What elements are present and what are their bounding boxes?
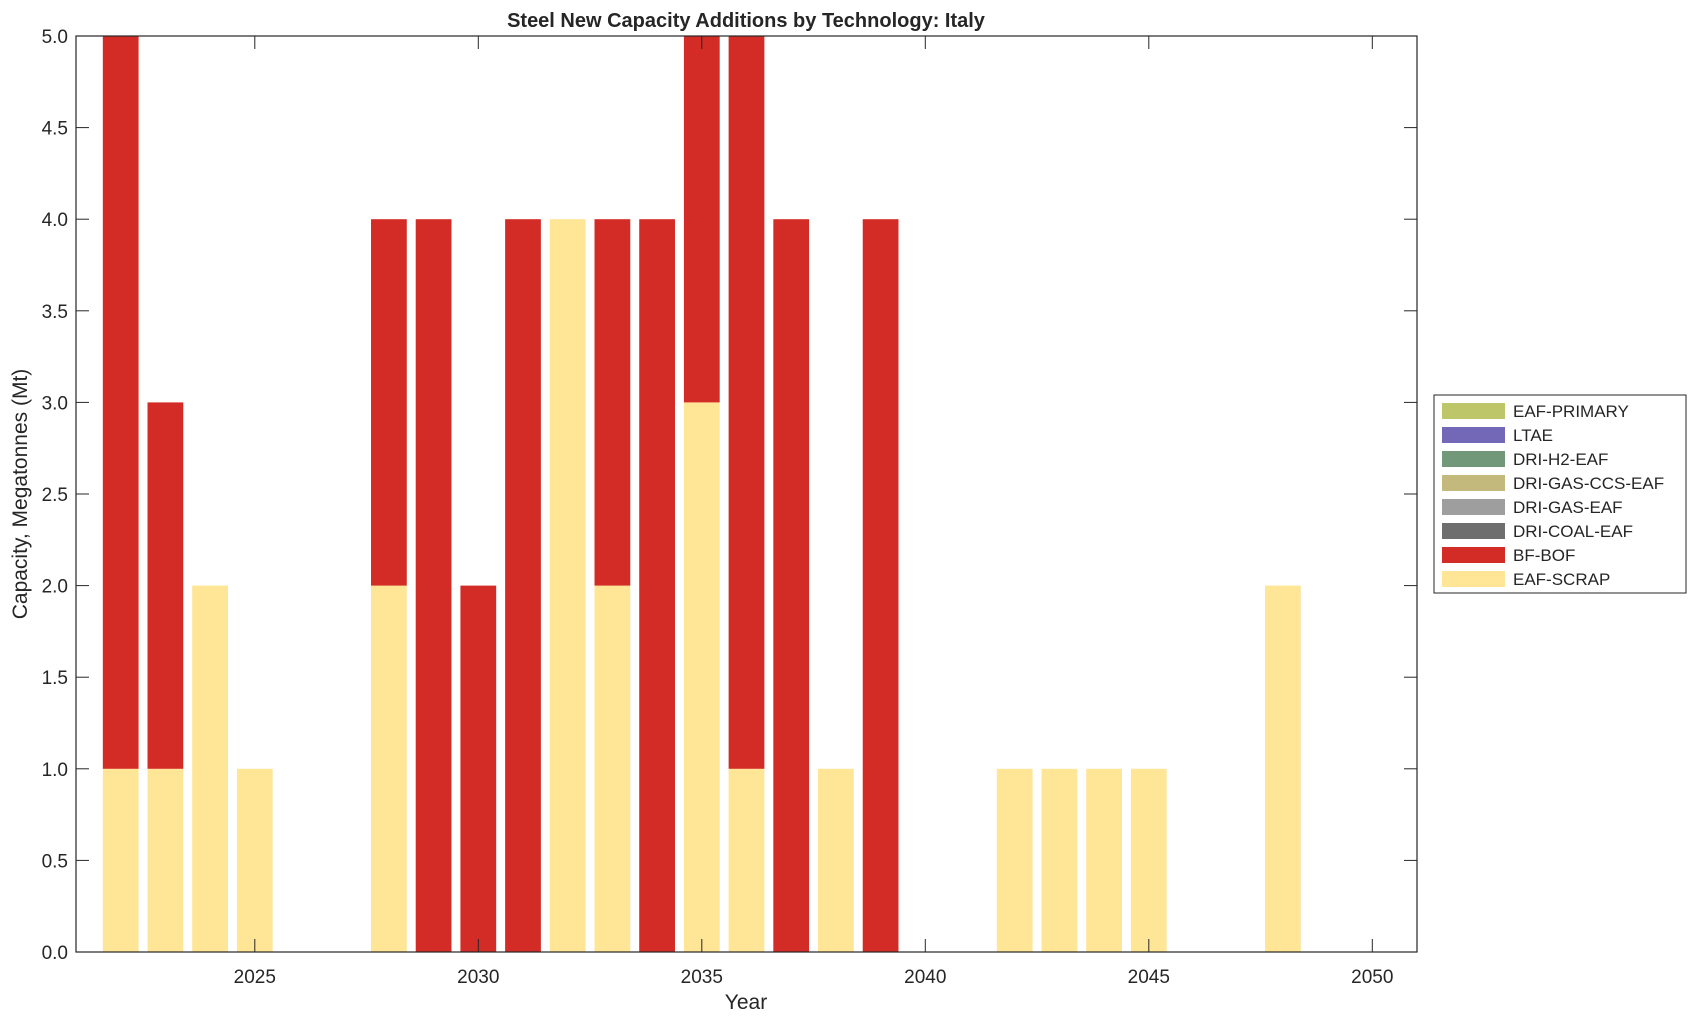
bar-eaf-scrap-2044	[1086, 768, 1122, 952]
y-tick-label: 2.0	[42, 577, 68, 598]
bar-bf-bof-2037	[773, 219, 810, 952]
bar-eaf-scrap-2033	[594, 585, 631, 952]
y-tick-label: 5.0	[42, 27, 68, 48]
bar-eaf-scrap-2038	[818, 768, 854, 952]
bar-bf-bof-2029	[415, 219, 452, 952]
bar-eaf-scrap-2036	[728, 768, 765, 952]
bar-bf-bof-2034	[639, 219, 675, 952]
x-tick-label: 2040	[904, 967, 946, 988]
legend-swatch-dri-gas-eaf	[1442, 499, 1505, 515]
bar-eaf-scrap-2043	[1041, 768, 1078, 952]
legend-label: EAF-SCRAP	[1513, 570, 1610, 589]
legend-swatch-bf-bof	[1442, 547, 1505, 563]
bar-eaf-scrap-2023	[147, 768, 184, 952]
ticks-group: 2025 2030 2035 2040 2045 2050 0.0 0.5 1.0 1.5 2.0 2…	[42, 27, 1417, 988]
x-tick-label: 2025	[234, 967, 276, 988]
x-axis-label: Year	[725, 991, 767, 1014]
y-tick-label: 4.0	[42, 210, 68, 231]
y-axis-label: Capacity, Megatonnes (Mt)	[9, 369, 32, 620]
legend-swatch-eaf-scrap	[1442, 571, 1505, 587]
y-tick-label: 4.5	[42, 119, 68, 140]
bar-bf-bof-2036	[728, 36, 765, 769]
y-tick-label: 3.0	[42, 393, 68, 414]
legend-label: LTAE	[1513, 426, 1553, 445]
bar-eaf-scrap-2042	[996, 768, 1033, 952]
y-tick-label: 1.0	[42, 760, 68, 781]
bar-eaf-scrap-2024	[192, 585, 228, 952]
legend-label: DRI-GAS-CCS-EAF	[1513, 474, 1664, 493]
bar-eaf-scrap-2022	[102, 768, 139, 952]
x-tick-label: 2030	[457, 967, 499, 988]
x-tick-label: 2045	[1128, 967, 1170, 988]
chart-title: Steel New Capacity Additions by Technolo…	[507, 10, 986, 32]
legend-swatch-dri-gas-ccs-eaf	[1442, 475, 1505, 491]
legend-label: DRI-H2-EAF	[1513, 450, 1608, 469]
bars-group	[102, 36, 1301, 952]
bar-bf-bof-2031	[505, 219, 541, 952]
bar-eaf-scrap-2028	[371, 585, 407, 952]
legend-label: EAF-PRIMARY	[1513, 402, 1629, 421]
bar-bf-bof-2028	[371, 219, 407, 586]
x-tick-label: 2050	[1351, 967, 1393, 988]
bar-bf-bof-2022	[102, 36, 139, 769]
y-tick-label: 2.5	[42, 485, 68, 506]
bar-eaf-scrap-2045	[1130, 768, 1167, 952]
legend: EAF-PRIMARY LTAE DRI-H2-EAF DRI-GAS-CCS-EAF…	[1433, 394, 1687, 594]
bar-bf-bof-2033	[594, 219, 631, 586]
y-tick-label: 0.5	[42, 851, 68, 872]
y-tick-label: 0.0	[42, 943, 68, 964]
bar-eaf-scrap-2032	[549, 219, 586, 952]
bar-bf-bof-2023	[147, 402, 184, 769]
legend-label: DRI-COAL-EAF	[1513, 522, 1633, 541]
legend-label: DRI-GAS-EAF	[1513, 498, 1623, 517]
bar-eaf-scrap-2025	[236, 768, 273, 952]
bar-bf-bof-2035	[683, 36, 720, 403]
legend-label: BF-BOF	[1513, 546, 1575, 565]
x-tick-label: 2035	[681, 967, 723, 988]
legend-swatch-eaf-primary	[1442, 403, 1505, 419]
legend-swatch-dri-coal-eaf	[1442, 523, 1505, 539]
bar-bf-bof-2030	[460, 585, 497, 952]
legend-swatch-dri-h2-eaf	[1442, 451, 1505, 467]
legend-swatch-ltae	[1442, 427, 1505, 443]
y-tick-label: 1.5	[42, 668, 68, 689]
y-tick-label: 3.5	[42, 302, 68, 323]
bar-bf-bof-2039	[862, 219, 899, 952]
bar-eaf-scrap-2035	[683, 402, 720, 952]
bar-eaf-scrap-2048	[1265, 585, 1301, 952]
